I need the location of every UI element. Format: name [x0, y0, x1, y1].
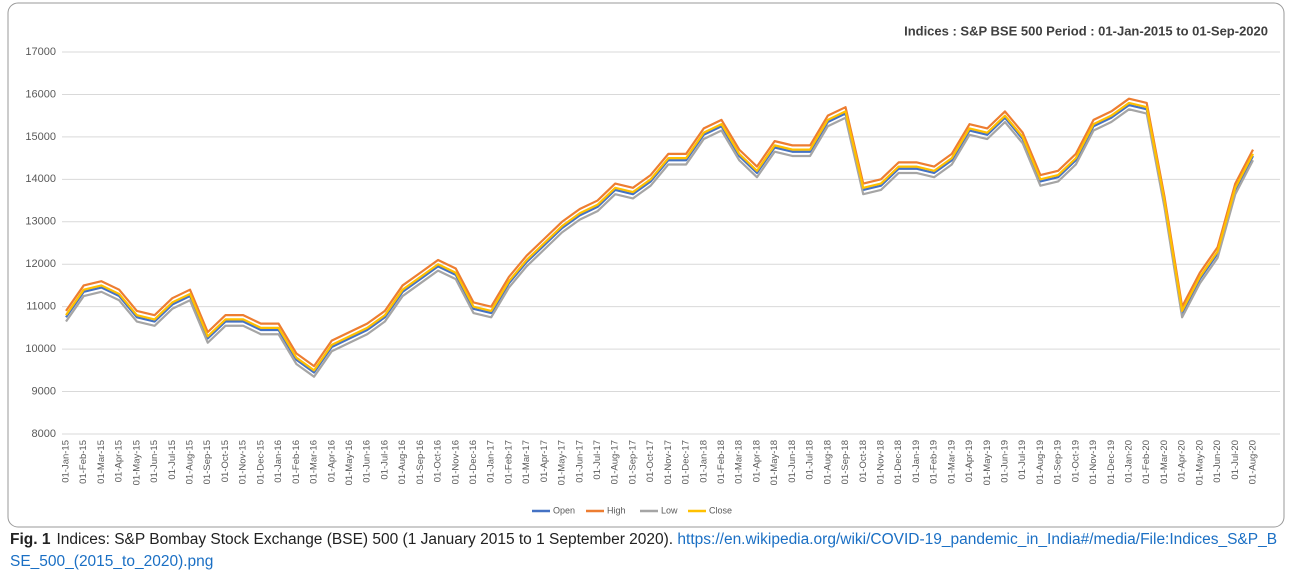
y-tick-label: 10000 [25, 343, 56, 355]
x-tick-label: 01-Apr-15 [114, 440, 125, 482]
caption-label: Fig. 1 [10, 531, 51, 548]
x-tick-label: 01-Jan-16 [273, 440, 284, 483]
x-tick-label: 01-Oct-19 [1070, 440, 1081, 482]
x-tick-label: 01-Feb-16 [291, 440, 302, 484]
chart-frame [7, 2, 1285, 528]
y-tick-label: 12000 [25, 258, 56, 270]
x-tick-label: 01-Jan-17 [486, 440, 497, 483]
y-tick-label: 15000 [25, 131, 56, 143]
x-tick-label: 01-Mar-20 [1159, 440, 1170, 484]
x-tick-label: 01-Sep-18 [840, 440, 851, 484]
x-tick-label: 01-Dec-19 [1106, 440, 1117, 484]
x-tick-label: 01-Apr-18 [751, 440, 762, 482]
x-tick-label: 01-Dec-18 [893, 440, 904, 484]
series-line [65, 101, 1254, 372]
x-tick-label: 01-Mar-17 [521, 440, 532, 484]
x-tick-label: 01-Apr-17 [539, 440, 550, 482]
legend-label: High [607, 505, 626, 515]
y-tick-label: 14000 [25, 173, 56, 185]
legend-label: Low [661, 505, 678, 515]
legend-label: Close [709, 505, 732, 515]
x-tick-label: 01-Feb-17 [503, 440, 514, 484]
x-tick-label: 01-Nov-15 [238, 440, 249, 484]
x-tick-label: 01-May-17 [557, 440, 568, 485]
x-tick-label: 01-May-18 [769, 440, 780, 485]
x-tick-label: 01-Jul-20 [1230, 440, 1241, 480]
chart: Indices : S&P BSE 500 Period : 01-Jan-20… [7, 2, 1285, 528]
x-tick-label: 01-Sep-15 [202, 440, 213, 484]
legend-label: Open [553, 505, 575, 515]
y-tick-label: 16000 [25, 88, 56, 100]
x-tick-label: 01-Mar-15 [96, 440, 107, 484]
x-tick-label: 01-Dec-15 [255, 440, 266, 484]
x-tick-label: 01-Nov-17 [663, 440, 674, 484]
x-tick-label: 01-Nov-16 [450, 440, 461, 484]
x-tick-label: 01-Nov-19 [1088, 440, 1099, 484]
x-tick-label: 01-Jun-18 [787, 440, 798, 483]
x-tick-label: 01-Feb-20 [1141, 440, 1152, 484]
y-tick-label: 8000 [32, 428, 56, 440]
x-tick-label: 01-Feb-18 [716, 440, 727, 484]
x-tick-label: 01-Aug-16 [397, 440, 408, 484]
x-tick-label: 01-Jan-19 [911, 440, 922, 483]
x-tick-label: 01-Oct-16 [433, 440, 444, 482]
x-tick-label: 01-May-19 [982, 440, 993, 485]
x-tick-label: 01-Apr-19 [964, 440, 975, 482]
series-line [65, 108, 1254, 378]
y-tick-label: 13000 [25, 216, 56, 228]
x-tick-label: 01-Jul-17 [592, 440, 603, 480]
series-line [65, 97, 1254, 368]
x-tick-label: 01-May-15 [131, 440, 142, 485]
x-tick-label: 01-Mar-16 [309, 440, 320, 484]
x-tick-label: 01-Aug-15 [185, 440, 196, 484]
x-tick-label: 01-Aug-17 [610, 440, 621, 484]
caption: Fig. 1 Indices: S&P Bombay Stock Exchange… [10, 529, 1280, 573]
x-tick-label: 01-Jun-17 [574, 440, 585, 483]
y-tick-label: 9000 [32, 385, 56, 397]
x-tick-label: 01-Apr-20 [1177, 440, 1188, 482]
x-tick-label: 01-Aug-20 [1248, 440, 1259, 484]
caption-link[interactable]: https://en.wikipedia.org/wiki/COVID-19_p… [10, 531, 1278, 570]
x-tick-label: 01-Aug-19 [1035, 440, 1046, 484]
x-tick-label: 01-Oct-17 [645, 440, 656, 482]
y-tick-label: 17000 [25, 46, 56, 58]
x-tick-label: 01-Apr-16 [326, 440, 337, 482]
x-tick-label: 01-Jul-18 [805, 440, 816, 480]
x-tick-label: 01-Nov-18 [875, 440, 886, 484]
x-tick-label: 01-Mar-18 [734, 440, 745, 484]
x-tick-label: 01-May-20 [1194, 440, 1205, 485]
x-tick-label: 01-Jan-18 [698, 440, 709, 483]
x-tick-label: 01-Dec-16 [468, 440, 479, 484]
x-tick-label: 01-Feb-15 [78, 440, 89, 484]
x-tick-label: 01-Sep-19 [1053, 440, 1064, 484]
x-tick-label: 01-Dec-17 [681, 440, 692, 484]
caption-text: Indices: S&P Bombay Stock Exchange (BSE)… [56, 531, 674, 548]
x-tick-label: 01-Aug-18 [822, 440, 833, 484]
x-tick-label: 01-Jun-20 [1212, 440, 1223, 483]
x-tick-label: 01-Feb-19 [929, 440, 940, 484]
x-tick-label: 01-Mar-19 [946, 440, 957, 484]
x-tick-label: 01-Jan-20 [1124, 440, 1135, 483]
series-line [65, 103, 1254, 374]
x-tick-label: 01-Jul-15 [167, 440, 178, 480]
x-tick-label: 01-Sep-16 [415, 440, 426, 484]
x-tick-label: 01-Sep-17 [627, 440, 638, 484]
x-tick-label: 01-Jun-19 [999, 440, 1010, 483]
x-tick-label: 01-Jun-15 [149, 440, 160, 483]
x-tick-label: 01-Jul-19 [1017, 440, 1028, 480]
y-tick-label: 11000 [26, 301, 56, 313]
x-tick-label: 01-Oct-15 [220, 440, 231, 482]
x-tick-label: 01-Jun-16 [362, 440, 373, 483]
x-tick-label: 01-Oct-18 [858, 440, 869, 482]
x-tick-label: 01-Jan-15 [61, 440, 72, 483]
x-tick-label: 01-Jul-16 [379, 440, 390, 480]
x-tick-label: 01-May-16 [344, 440, 355, 485]
chart-title: Indices : S&P BSE 500 Period : 01-Jan-20… [904, 23, 1268, 38]
